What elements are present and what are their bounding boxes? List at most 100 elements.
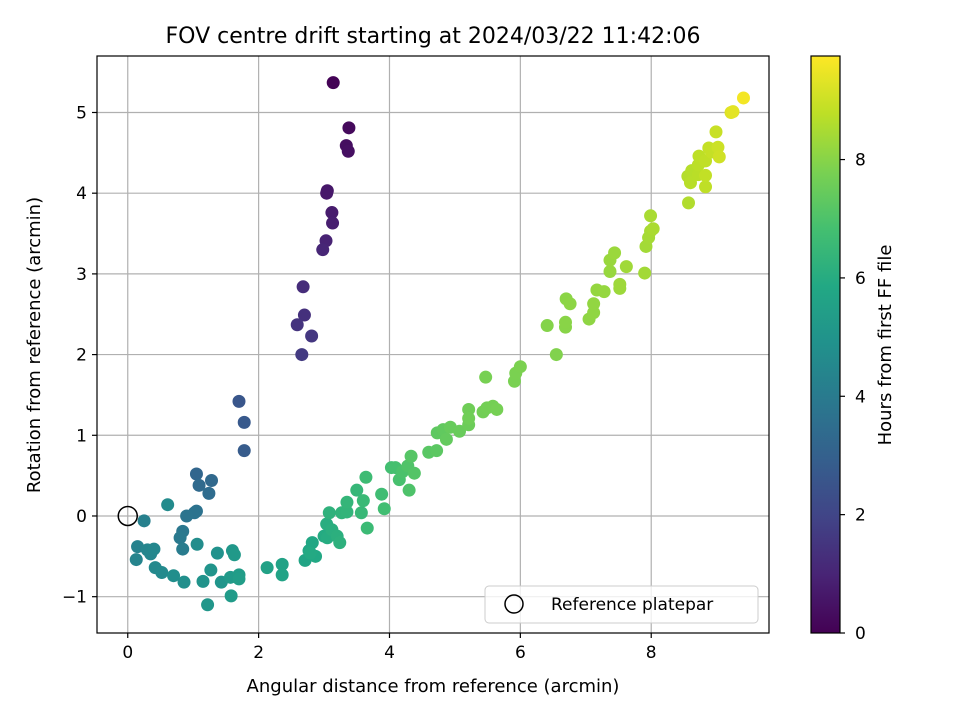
data-point (305, 329, 319, 343)
x-tick-label: 6 (515, 643, 526, 663)
data-point (237, 415, 251, 429)
chart-title: FOV centre drift starting at 2024/03/22 … (166, 24, 701, 49)
data-point (297, 308, 311, 322)
data-point (322, 506, 336, 520)
data-point (587, 297, 601, 311)
data-point (699, 180, 713, 194)
data-point (290, 318, 304, 332)
data-point (227, 548, 241, 562)
y-tick-label: 5 (76, 103, 87, 123)
data-point (699, 168, 713, 182)
data-point (462, 411, 476, 425)
data-point (563, 297, 577, 311)
colorbar-gradient (811, 56, 840, 633)
data-point (210, 546, 224, 560)
data-point (439, 432, 453, 446)
data-point (129, 553, 143, 567)
data-point (190, 537, 204, 551)
reference-marker-group (117, 505, 139, 527)
data-point (316, 243, 330, 257)
data-point (711, 140, 725, 154)
data-point (354, 506, 368, 520)
data-point (275, 557, 289, 571)
data-point (603, 264, 617, 278)
data-point (608, 246, 622, 260)
data-point (205, 473, 219, 487)
legend-box (484, 585, 759, 624)
data-point (407, 466, 421, 480)
data-point (155, 565, 169, 579)
data-point (453, 424, 467, 438)
plot-frame (96, 55, 770, 634)
data-point (232, 572, 246, 586)
data-point (204, 563, 218, 577)
colorbar-label: Hours from first FF file (875, 245, 896, 446)
data-point (237, 444, 251, 458)
x-tick-label: 2 (253, 643, 264, 663)
data-point (683, 176, 697, 190)
legend-marker-icon (504, 594, 524, 614)
data-point (736, 91, 750, 105)
data-point (201, 598, 215, 612)
colorbar-frame (810, 55, 841, 634)
data-point (375, 487, 389, 501)
x-tick-label: 0 (122, 643, 133, 663)
x-axis-label: Angular distance from reference (arcmin) (247, 676, 620, 697)
data-point (341, 144, 355, 158)
data-point (161, 498, 175, 512)
data-point (356, 494, 370, 508)
data-point (333, 536, 347, 550)
data-point (196, 574, 210, 588)
data-point (326, 216, 340, 230)
data-point (340, 495, 354, 509)
colorbar-tick-label: 4 (855, 387, 866, 407)
data-point (303, 546, 317, 560)
legend-entry-reference: Reference platepar (551, 595, 713, 615)
data-point (192, 478, 206, 492)
data-point (644, 209, 658, 223)
data-point (350, 483, 364, 497)
x-axis-ticks: 0 2 4 6 8 (122, 633, 657, 663)
x-tick-label: 4 (384, 643, 395, 663)
y-axis-ticks: −1 0 1 2 3 4 5 (62, 103, 97, 608)
data-point (296, 280, 310, 294)
data-point (490, 402, 504, 416)
x-tick-label: 8 (646, 643, 657, 663)
data-point (638, 266, 652, 280)
data-point (682, 196, 696, 210)
colorbar-tick-label: 8 (855, 151, 866, 171)
y-tick-label: 2 (76, 346, 87, 366)
data-point (275, 568, 289, 582)
data-point (173, 531, 187, 545)
data-point (479, 370, 493, 384)
data-point (549, 348, 563, 362)
data-point (540, 319, 554, 333)
data-point (147, 542, 161, 556)
data-point (360, 521, 374, 535)
data-point (404, 449, 418, 463)
data-point (619, 260, 633, 274)
data-point (726, 105, 740, 119)
data-point (359, 470, 373, 484)
data-point (342, 121, 356, 135)
legend: Reference platepar (484, 585, 759, 624)
data-point (325, 206, 339, 220)
y-axis-label: Rotation from reference (arcmin) (24, 197, 45, 493)
data-point (646, 222, 660, 236)
data-point (137, 514, 151, 528)
data-point (402, 483, 416, 497)
data-point (260, 561, 274, 575)
data-point (712, 150, 726, 164)
colorbar-ticks: 0 2 4 6 8 (840, 151, 866, 644)
y-tick-label: 1 (76, 426, 87, 446)
data-point (513, 360, 527, 374)
colorbar-tick-label: 6 (855, 269, 866, 289)
data-point (340, 505, 354, 519)
data-point (224, 589, 238, 603)
reference-platepar-marker (117, 505, 139, 527)
data-point (709, 125, 723, 139)
y-tick-label: 0 (76, 507, 87, 527)
data-point (295, 348, 309, 362)
